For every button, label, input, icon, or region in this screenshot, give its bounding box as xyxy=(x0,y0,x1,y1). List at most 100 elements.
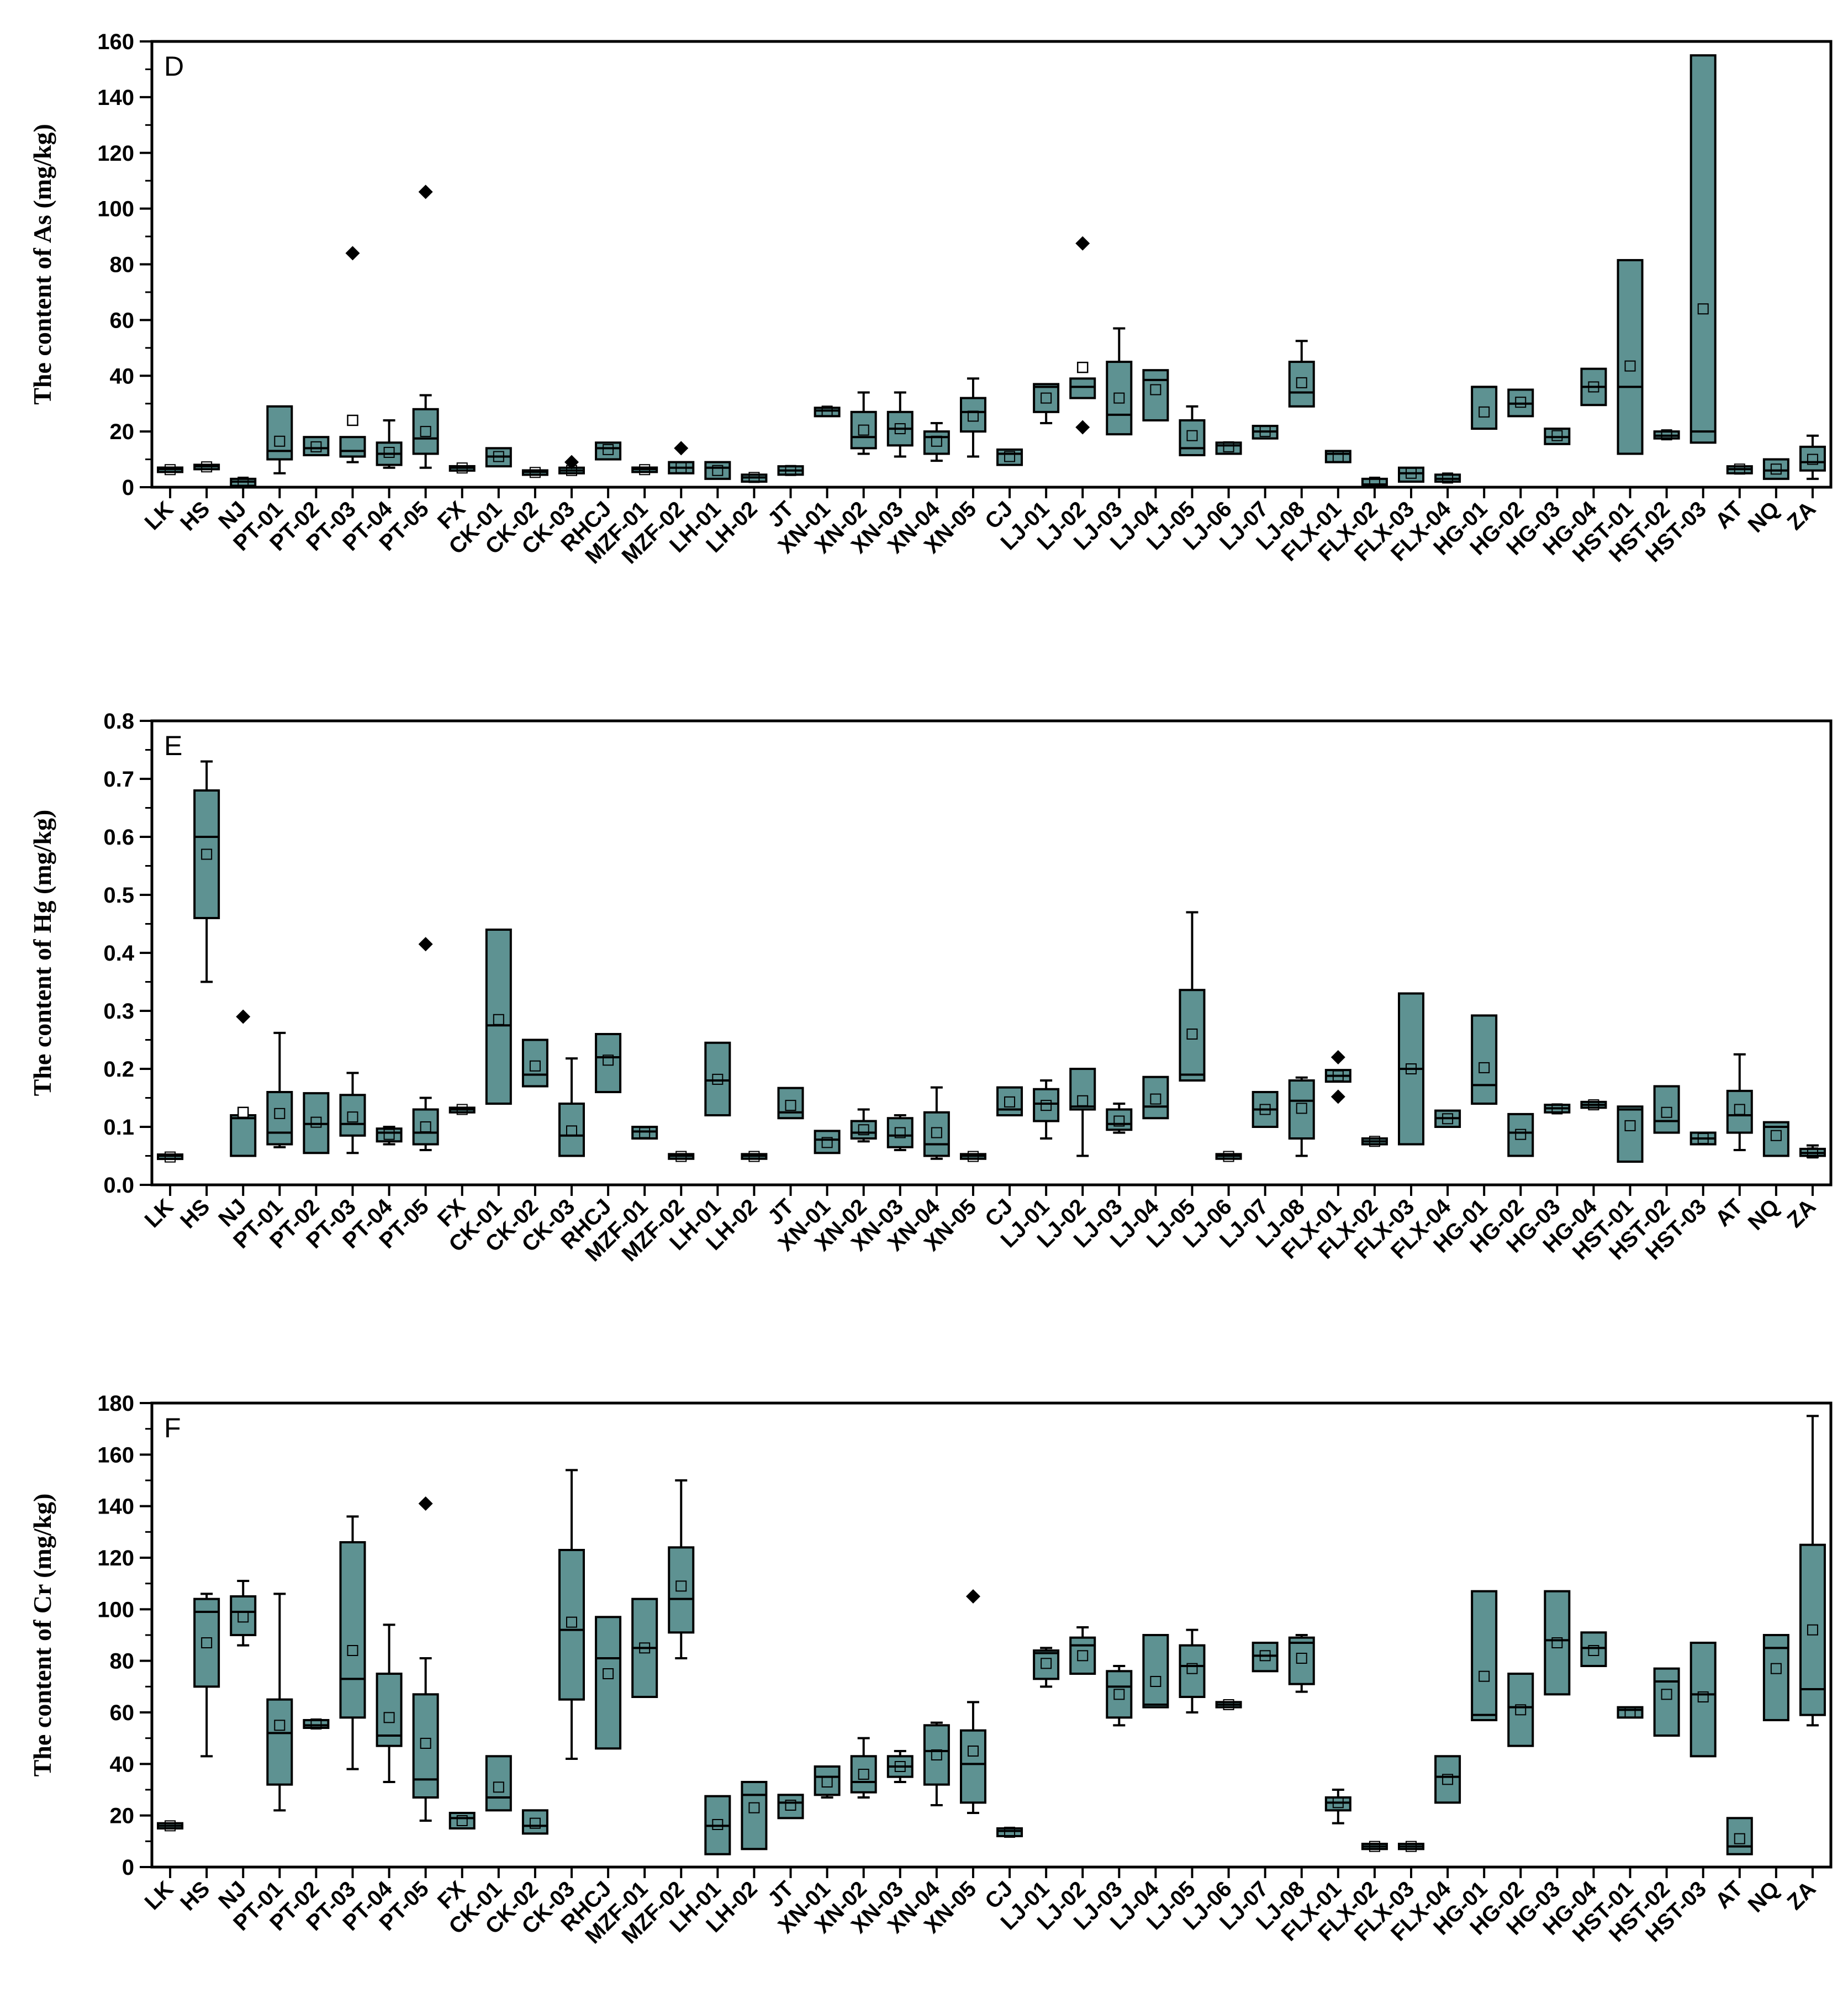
box-iqr xyxy=(266,1698,293,1786)
box-iqr xyxy=(339,1541,366,1719)
panel-f-xtick-label: NQ xyxy=(1744,1876,1784,1917)
mean-marker xyxy=(1406,467,1417,479)
panel-d-ytick-label: 0 xyxy=(122,476,134,500)
mean-marker xyxy=(1369,1841,1380,1852)
mean-marker xyxy=(603,1668,614,1679)
box-iqr xyxy=(1762,1634,1789,1721)
panel-f-box-flx-03 xyxy=(1398,1841,1424,1852)
panel-d-xtick-label: AT xyxy=(1710,497,1747,534)
mean-marker xyxy=(1259,426,1271,437)
panel-f-ytick-label: 0 xyxy=(122,1855,134,1880)
panel-e-box-pt-04 xyxy=(376,1126,403,1146)
panel-f-box-xn-05 xyxy=(959,1589,986,1814)
panel-e-box-cj xyxy=(996,1086,1023,1116)
panel-f-ylabel: The content of Cr (mg/kg) xyxy=(28,1494,56,1777)
panel-d-ytick-label: 100 xyxy=(97,197,134,222)
panel-e-box-pt-05 xyxy=(412,937,439,1151)
panel-e-box-pt-01 xyxy=(266,1031,293,1148)
panel-d-box-pt-05 xyxy=(412,184,439,469)
panel-e-ytick-label: 0.7 xyxy=(103,767,134,792)
panel-d-xtick-label: ZA xyxy=(1782,497,1820,535)
panel-f-box-hg-02 xyxy=(1507,1673,1534,1747)
mean-marker xyxy=(1259,1104,1271,1115)
panel-e-box-lj-01 xyxy=(1033,1079,1060,1140)
panel-d-box-lj-07 xyxy=(1252,425,1279,440)
mean-marker xyxy=(894,1127,906,1138)
mean-marker xyxy=(529,467,541,478)
panel-d-xtick-label: HS xyxy=(176,497,214,535)
mean-marker xyxy=(858,424,869,436)
panel-e-box-hg-02 xyxy=(1507,1113,1534,1157)
panel-e-box-lj-04 xyxy=(1142,1075,1169,1120)
box-iqr xyxy=(1033,1649,1060,1680)
box-iqr xyxy=(1762,458,1789,480)
box-iqr xyxy=(595,441,622,461)
mean-marker xyxy=(201,848,213,860)
panel-d-box-rhcj xyxy=(595,441,622,461)
panel-e-ylabel: The content of Hg (mg/kg) xyxy=(28,810,56,1096)
box-iqr xyxy=(850,1755,877,1794)
mean-marker xyxy=(1588,1099,1599,1111)
panel-e-ytick-label: 0.1 xyxy=(103,1115,134,1140)
box-iqr xyxy=(1069,1068,1096,1111)
outlier-point xyxy=(1330,1050,1345,1064)
box-iqr xyxy=(1033,383,1060,413)
mean-marker xyxy=(1734,1104,1745,1115)
mean-marker xyxy=(785,465,796,476)
box-iqr xyxy=(1252,1642,1279,1673)
panel-f-ytick-label: 40 xyxy=(110,1752,135,1776)
panel-d-box-lj-01 xyxy=(1033,383,1060,424)
panel-e-box-xn-05 xyxy=(959,1151,986,1162)
box-iqr xyxy=(558,1103,585,1157)
mean-marker xyxy=(1770,463,1782,475)
mean-marker xyxy=(639,464,651,476)
panel-f-box-lh-02 xyxy=(741,1781,768,1850)
box-iqr xyxy=(303,436,330,456)
mean-marker xyxy=(456,1815,468,1826)
mean-marker xyxy=(858,1769,869,1780)
panel-e-ytick-label: 0.4 xyxy=(103,941,134,966)
mean-marker xyxy=(1296,1103,1307,1114)
mean-marker xyxy=(1661,1106,1672,1118)
mean-marker xyxy=(1551,430,1563,441)
mean-marker xyxy=(1479,1062,1490,1073)
mean-marker xyxy=(785,1100,796,1111)
box-iqr xyxy=(521,1809,548,1835)
mean-marker xyxy=(1807,1147,1818,1159)
panel-d-frame xyxy=(150,40,1833,489)
panel-d-box-pt-02 xyxy=(303,436,330,456)
mean-marker xyxy=(1770,1130,1782,1141)
panel-f-box-pt-04 xyxy=(376,1623,403,1783)
mean-marker xyxy=(1186,1663,1198,1674)
panel-f-letter: F xyxy=(164,1412,181,1443)
panel-d-ytick-label: 160 xyxy=(97,30,134,54)
panel-f-xtick-label: ZA xyxy=(1782,1876,1820,1915)
mean-marker xyxy=(493,1014,504,1025)
panel-f-box-hst-01 xyxy=(1617,1706,1644,1719)
mean-marker xyxy=(274,1720,286,1731)
mean-marker xyxy=(1551,1103,1563,1115)
panel-e-box-lj-05 xyxy=(1179,911,1206,1082)
outlier-point xyxy=(1330,1089,1345,1104)
mean-marker xyxy=(529,1060,541,1072)
box-iqr xyxy=(631,1126,658,1140)
box-iqr xyxy=(923,1111,950,1157)
panel-f-box-hs xyxy=(193,1593,220,1758)
box-iqr xyxy=(266,1091,293,1146)
mean-marker xyxy=(1332,1797,1344,1809)
mean-marker xyxy=(748,1151,760,1162)
panel-e-box-mzf-02 xyxy=(668,1151,695,1162)
panel-f-box-jt xyxy=(777,1794,804,1820)
box-iqr xyxy=(1142,1075,1169,1120)
box-iqr xyxy=(1799,1543,1826,1716)
panel-d-box-hst-01 xyxy=(1617,259,1644,455)
panel-e-frame xyxy=(150,719,1833,1187)
box-iqr xyxy=(1033,1088,1060,1122)
panel-d-box-cj xyxy=(996,448,1023,466)
panel-f-box-hg-03 xyxy=(1544,1590,1571,1696)
panel-e-box-nj xyxy=(230,1009,257,1157)
mean-marker xyxy=(566,1616,577,1628)
mean-marker xyxy=(1223,1151,1234,1162)
mean-marker xyxy=(821,405,833,417)
box-iqr xyxy=(1544,1590,1571,1696)
